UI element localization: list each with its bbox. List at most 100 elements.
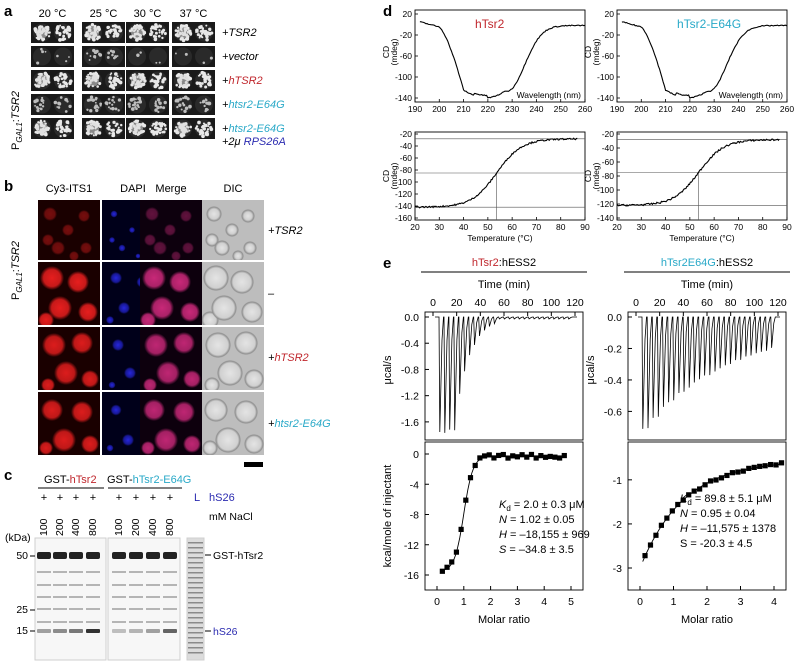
wavelength-tick-label: 220 [481, 104, 495, 114]
colony [150, 129, 155, 134]
colony-lawn [177, 26, 189, 39]
colony [55, 26, 60, 31]
colony-lawn [177, 122, 189, 135]
panel-label-a: a [4, 3, 13, 20]
isotherm-point [724, 472, 730, 479]
faint-band [129, 571, 143, 573]
colony [62, 30, 66, 34]
text-span: :hESS2 [499, 257, 536, 269]
itc-parameter: H = –11,575 ± 1378 [680, 523, 776, 535]
faint-band [146, 621, 160, 623]
faint-band [112, 621, 126, 623]
colony [152, 122, 155, 126]
colony [111, 103, 114, 106]
cd-unit-label: (mdeg) [591, 162, 601, 189]
colony [112, 120, 116, 125]
text-span: htsr2-E64G [228, 99, 285, 111]
faint-band [69, 584, 83, 586]
salt-concentration: 400 [70, 518, 82, 536]
colony [208, 83, 212, 87]
colony [205, 34, 209, 39]
ladder-band [188, 557, 203, 559]
strain-label: +vector [222, 51, 260, 63]
isotherm-point [778, 460, 785, 466]
thermogram-ylabel: μcal/s [585, 355, 597, 384]
colony-lawn [36, 122, 48, 135]
faint-band [112, 596, 126, 598]
colony [136, 103, 140, 107]
gst-htsr2-e64g-header: GST-hTsr2-E64G [107, 474, 191, 486]
gst-band [112, 552, 126, 559]
colony [94, 98, 98, 101]
colony [41, 38, 44, 42]
cd-tick-label: -60 [400, 153, 413, 163]
isotherm-point [746, 465, 752, 471]
temperature-tick-label: 90 [782, 222, 792, 232]
isotherm-point [768, 461, 774, 468]
hs26-band [53, 629, 67, 633]
colony [174, 99, 178, 103]
temperature-tick-label: 90 [580, 222, 590, 232]
colony [107, 106, 110, 109]
colony [154, 37, 158, 40]
gst-band [163, 552, 177, 559]
cd-unit-label: (mdeg) [389, 162, 399, 189]
colony [158, 128, 161, 131]
text-span: htsr2-E64G [274, 418, 330, 430]
micrograph-row-label: +TSR2 [268, 225, 303, 237]
ladder-band [188, 562, 203, 564]
colony [133, 73, 136, 76]
spot-area [33, 47, 51, 66]
faint-band [163, 584, 177, 586]
text-span: +2μ [222, 136, 244, 148]
temperature-tick-label: 60 [709, 222, 719, 232]
isotherm-point [702, 482, 708, 488]
colony [106, 122, 110, 126]
colony [114, 107, 118, 111]
wavelength-tick-label: 210 [456, 104, 470, 114]
colony [57, 120, 62, 124]
molar-ratio-tick-label: 2 [488, 596, 494, 608]
isotherm-point [449, 559, 455, 565]
colony [128, 105, 131, 108]
colony [204, 30, 207, 33]
ladder-band [188, 572, 203, 574]
isotherm-point [477, 455, 483, 461]
text-span: = –34.8 ± 3.5 [506, 544, 574, 556]
colony [67, 29, 70, 32]
temperature-axis-label: Temperature (°C) [467, 233, 532, 243]
colony [177, 98, 180, 102]
text-span: TSR2 [10, 241, 22, 269]
cd-tick-label: -160 [395, 213, 412, 223]
ladder-band [188, 577, 203, 579]
isotherm-axes [424, 441, 584, 591]
cd-axis-label: CD [583, 46, 593, 58]
colony [92, 134, 95, 137]
cd-melt-curve [616, 138, 780, 207]
colony [116, 75, 119, 78]
colony [44, 50, 47, 53]
colony [34, 104, 36, 107]
text-span: GAL1 [15, 272, 24, 292]
text-span: = –18,155 ± 969 [507, 529, 590, 541]
colony [96, 85, 99, 88]
gst-band [129, 552, 143, 559]
cd-panel-title: hTsr2-E64G [677, 17, 741, 31]
isotherm-tick-label: -1 [613, 475, 622, 487]
hs26-band [37, 629, 51, 633]
faint-band [163, 571, 177, 573]
salt-concentration: 800 [164, 518, 176, 536]
itc-parameter: S = –34.8 ± 3.5 [499, 544, 574, 556]
cd-melt-curve [414, 137, 578, 209]
colony [89, 109, 93, 113]
colony [188, 129, 191, 132]
faint-band [86, 571, 100, 573]
cd-axis-label: CD [381, 170, 391, 182]
isotherm-tick-label: -3 [613, 563, 622, 575]
colony [93, 54, 97, 59]
ladder-label: L [194, 492, 200, 504]
colony [33, 99, 38, 104]
colony [53, 78, 57, 82]
colony [158, 29, 161, 32]
colony [155, 132, 159, 136]
